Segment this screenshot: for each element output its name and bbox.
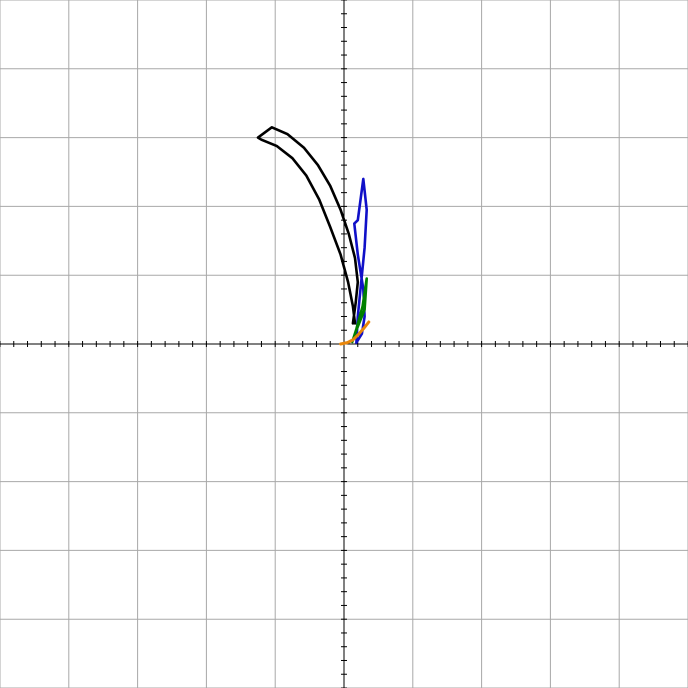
series-line-black: [256, 126, 360, 325]
series-line-blue: [353, 177, 368, 344]
series-line-green: [351, 277, 368, 344]
series-line-orange: [339, 320, 371, 346]
series-group: [256, 126, 371, 346]
